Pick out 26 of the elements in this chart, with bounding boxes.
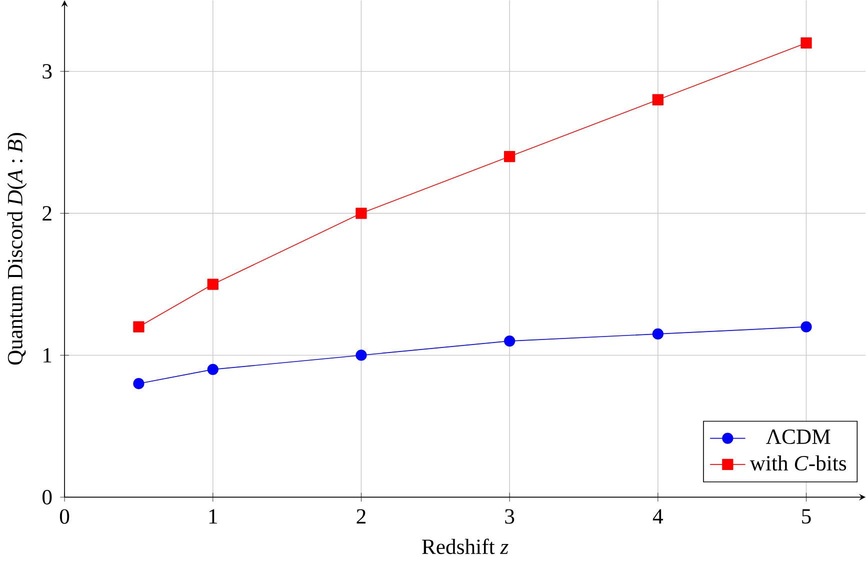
x-tick-label: 2	[356, 509, 366, 524]
x-tick-label: 4	[652, 509, 663, 524]
y-tick-label: 1	[44, 348, 52, 362]
y-tick-label: 3	[42, 64, 52, 78]
x-tick-label: 3	[505, 509, 514, 524]
y-tick-label: 0	[42, 490, 52, 504]
y-tick-label: 2	[42, 206, 52, 220]
point	[504, 150, 516, 162]
x-tick-label: 1	[209, 509, 217, 524]
legend-label: ΛCDM	[766, 429, 830, 444]
y-axis-title: Quantum Discord D(A : B)	[7, 132, 27, 364]
point	[133, 321, 144, 332]
point	[504, 335, 516, 346]
point	[800, 321, 812, 332]
x-axis-title: Redshift z	[422, 538, 508, 554]
point	[356, 208, 367, 219]
point	[356, 350, 367, 361]
legend-label: with C-bits	[750, 455, 846, 470]
x-tick-label: 0	[60, 509, 70, 524]
point	[207, 278, 218, 290]
x-tick-label: 5	[802, 509, 811, 524]
point	[652, 94, 664, 106]
point	[207, 364, 218, 375]
point	[800, 37, 812, 48]
point	[133, 378, 144, 390]
point	[652, 328, 664, 340]
